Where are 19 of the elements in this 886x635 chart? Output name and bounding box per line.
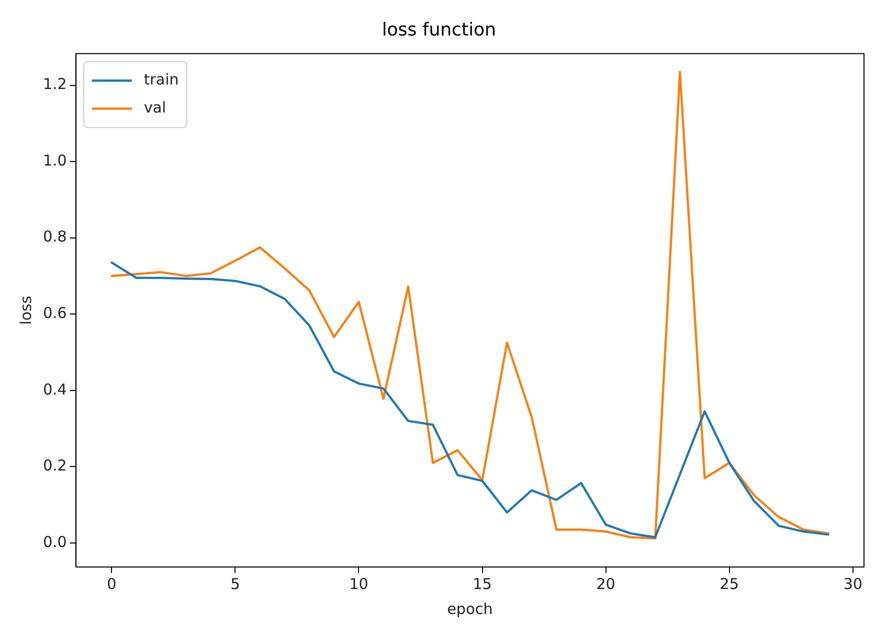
x-tick-label: 15 bbox=[472, 574, 492, 593]
y-tick-label: 0.4 bbox=[42, 380, 67, 398]
x-tick-label: 25 bbox=[720, 574, 739, 593]
y-tick-label: 0.0 bbox=[42, 532, 67, 551]
x-tick-label: 0 bbox=[106, 574, 116, 593]
legend-label: val bbox=[144, 98, 166, 116]
x-tick-label: 30 bbox=[843, 574, 862, 593]
x-axis-title: epoch bbox=[447, 600, 493, 618]
x-tick-label: 10 bbox=[349, 574, 368, 593]
x-tick-label: 20 bbox=[596, 574, 616, 593]
y-tick-label: 0.8 bbox=[42, 228, 67, 246]
legend-label: train bbox=[144, 70, 179, 88]
y-tick-label: 0.2 bbox=[42, 456, 67, 475]
y-axis-title: loss bbox=[16, 296, 35, 325]
y-tick-label: 1.0 bbox=[42, 151, 67, 170]
y-tick-label: 0.6 bbox=[42, 304, 67, 322]
x-tick-label: 5 bbox=[230, 574, 240, 593]
y-tick-label: 1.2 bbox=[42, 75, 67, 94]
chart-title: loss function bbox=[382, 19, 496, 40]
